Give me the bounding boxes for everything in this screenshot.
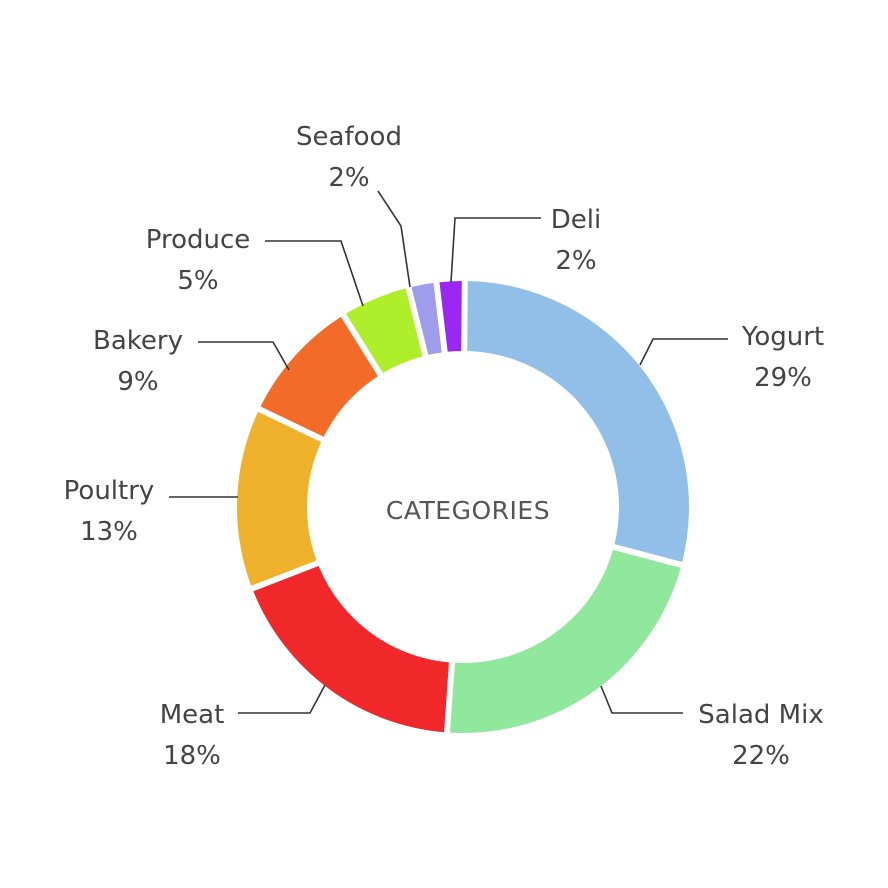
slice-label-bakery: Bakery (93, 326, 183, 356)
slice-value-meat: 18% (163, 741, 221, 771)
slice-seafood (411, 282, 442, 355)
slices-group (236, 281, 689, 733)
slice-value-produce: 5% (177, 266, 218, 296)
slice-salad-mix (449, 549, 681, 733)
slice-deli (439, 281, 462, 352)
labels-group: Yogurt 29% Salad Mix 22% Meat 18% Poultry 13% Ba… (64, 122, 824, 771)
center-title: CATEGORIES (386, 496, 550, 525)
slice-value-bakery: 9% (117, 367, 158, 397)
slice-value-deli: 2% (555, 246, 596, 276)
leader-line-produce (265, 240, 364, 307)
slice-label-salad-mix: Salad Mix (698, 700, 823, 730)
leader-line-salad-mix (600, 685, 683, 714)
leader-line-deli (450, 217, 541, 283)
leader-line-bakery (198, 341, 290, 371)
slice-value-poultry: 13% (80, 517, 138, 547)
slice-meat (253, 566, 449, 733)
slice-label-produce: Produce (146, 225, 251, 255)
slice-label-poultry: Poultry (64, 476, 155, 506)
leader-lines-group (169, 190, 728, 714)
slice-label-deli: Deli (551, 205, 601, 235)
slice-label-yogurt: Yogurt (741, 322, 824, 352)
slice-label-seafood: Seafood (296, 122, 402, 152)
slice-poultry (236, 411, 322, 586)
slice-value-salad-mix: 22% (732, 741, 790, 771)
leader-line-seafood (377, 190, 411, 288)
slice-value-seafood: 2% (328, 163, 369, 193)
leader-line-yogurt (639, 338, 728, 366)
leader-line-meat (238, 684, 326, 714)
slice-bakery (260, 316, 378, 437)
slice-value-yogurt: 29% (754, 363, 812, 393)
slice-produce (345, 288, 423, 374)
slice-yogurt (467, 281, 689, 563)
slice-label-meat: Meat (160, 700, 225, 730)
